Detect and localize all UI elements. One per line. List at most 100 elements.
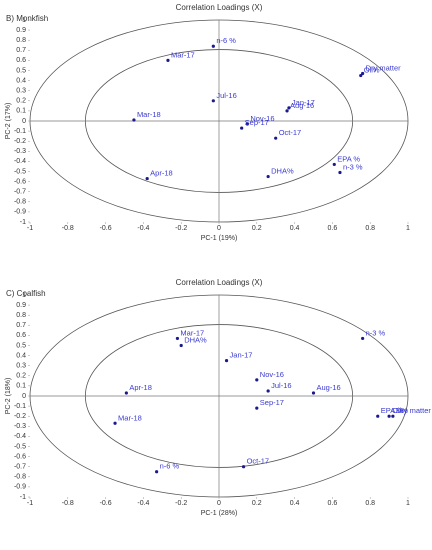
- point-label: n-6 %: [216, 36, 236, 45]
- point: [241, 465, 246, 469]
- y-axis-title: PC-2 (18%): [5, 378, 12, 415]
- y-tick-label: 0.2: [16, 373, 26, 380]
- point-label: Mar-18: [118, 413, 142, 422]
- y-tick-label: -0.3: [14, 148, 26, 155]
- y-tick-label: -0.6: [14, 453, 26, 460]
- point-label: Mar-17: [171, 50, 195, 59]
- point: [361, 336, 365, 341]
- point: [361, 71, 365, 76]
- y-tick-label: -0.2: [14, 138, 26, 145]
- point-label: n-3 %: [343, 162, 363, 171]
- x-tick-label: 1: [406, 500, 410, 507]
- y-tick-label: -0.8: [14, 474, 26, 481]
- x-tick-label: -0.8: [62, 500, 74, 507]
- point-label: Oct-17: [247, 457, 270, 466]
- point: [145, 176, 149, 181]
- x-tick-label: -0.6: [100, 500, 112, 507]
- point-label: Jul-16: [271, 381, 291, 390]
- x-tick-label: 0.8: [365, 500, 375, 507]
- point: [224, 359, 229, 363]
- point: [255, 378, 259, 382]
- y-tick-label: 0: [22, 118, 26, 125]
- point: [387, 414, 391, 418]
- point-label: Dry matter: [366, 64, 402, 73]
- y-tick-label: -0.6: [14, 178, 26, 185]
- x-tick-label: 0.2: [252, 225, 262, 232]
- point: [113, 421, 117, 425]
- y-tick-label: -0.5: [14, 168, 26, 175]
- x-tick-label: 0.4: [290, 225, 300, 232]
- y-tick-label: 0.5: [16, 67, 26, 74]
- x-tick-label: 0.4: [290, 500, 300, 507]
- y-axis-title: PC-2 (17%): [5, 103, 12, 140]
- chart-title: Correlation Loadings (X): [176, 3, 263, 12]
- point-label: Nov-16: [250, 114, 274, 123]
- point-label: EPA %: [337, 154, 360, 163]
- y-tick-label: -0.8: [14, 199, 26, 206]
- y-tick-label: 0.5: [16, 342, 26, 349]
- x-tick-label: 0.6: [328, 225, 338, 232]
- point-label: n-3 %: [366, 328, 386, 337]
- point-label: n-6 %: [160, 462, 180, 471]
- chart: Correlation Loadings (X) B) Monkfish -1 -0.…: [5, 3, 410, 242]
- point-label: Oil%: [392, 406, 408, 415]
- y-tick-label: 0.6: [16, 332, 26, 339]
- point-label: Nov-16: [260, 370, 284, 379]
- x-tick-label: 0.8: [365, 225, 375, 232]
- chart-title: Correlation Loadings (X): [176, 278, 263, 287]
- point: [240, 126, 244, 130]
- y-tick-label: 1: [22, 17, 26, 24]
- point: [245, 122, 249, 126]
- point-label: Dry matter: [396, 406, 432, 415]
- point: [274, 136, 278, 140]
- point: [332, 162, 336, 167]
- point-label: Jan-17: [230, 351, 253, 360]
- chart-subtitle: C) Coalfish: [6, 289, 46, 298]
- y-tick-label: -1: [20, 494, 26, 501]
- y-tick-label: -0.1: [14, 128, 26, 135]
- y-tick-label: 0.3: [16, 88, 26, 95]
- point: [211, 44, 215, 48]
- point: [179, 343, 183, 348]
- point-label: Aug-16: [290, 101, 314, 110]
- point: [338, 170, 342, 175]
- point: [359, 73, 363, 78]
- x-tick-label: -0.2: [175, 500, 187, 507]
- y-tick-label: -0.4: [14, 433, 26, 440]
- point-label: Jan-17: [292, 98, 315, 107]
- y-tick-label: -0.1: [14, 403, 26, 410]
- x-tick-label: 0.2: [252, 500, 262, 507]
- point-label: EPA %: [381, 406, 404, 415]
- point: [391, 414, 395, 418]
- x-tick-label: -1: [27, 225, 33, 232]
- x-axis-title: PC-1 (28%): [201, 510, 238, 517]
- y-tick-label: -0.9: [14, 209, 26, 216]
- x-tick-label: -0.2: [175, 225, 187, 232]
- chart-subtitle: B) Monkfish: [6, 14, 48, 23]
- point: [132, 118, 136, 122]
- point-label: Apr-18: [129, 383, 152, 392]
- point: [124, 391, 128, 395]
- point-label: Sep-17: [260, 398, 284, 407]
- x-axis-title: PC-1 (19%): [201, 235, 238, 242]
- point: [166, 58, 170, 63]
- y-tick-label: -1: [20, 219, 26, 226]
- y-tick-label: 0.1: [16, 383, 26, 390]
- y-tick-label: 0.9: [16, 27, 26, 34]
- point-label: Jul-16: [216, 91, 236, 100]
- point: [175, 336, 180, 341]
- point-label: DHA%: [184, 335, 207, 344]
- y-tick-label: 0.4: [16, 77, 26, 84]
- y-tick-label: 0.9: [16, 302, 26, 309]
- x-tick-label: 0: [217, 500, 221, 507]
- y-tick-label: 0: [22, 393, 26, 400]
- point-label: Sep-17: [245, 118, 269, 127]
- point-label: DHA%: [271, 167, 294, 176]
- x-tick-label: 0: [217, 225, 221, 232]
- point: [211, 99, 215, 103]
- point: [285, 109, 289, 113]
- y-tick-label: 1: [22, 292, 26, 299]
- chart: Correlation Loadings (X) C) Coalfish -1 -0.…: [5, 278, 432, 517]
- x-tick-label: -0.4: [137, 225, 149, 232]
- point: [287, 106, 291, 110]
